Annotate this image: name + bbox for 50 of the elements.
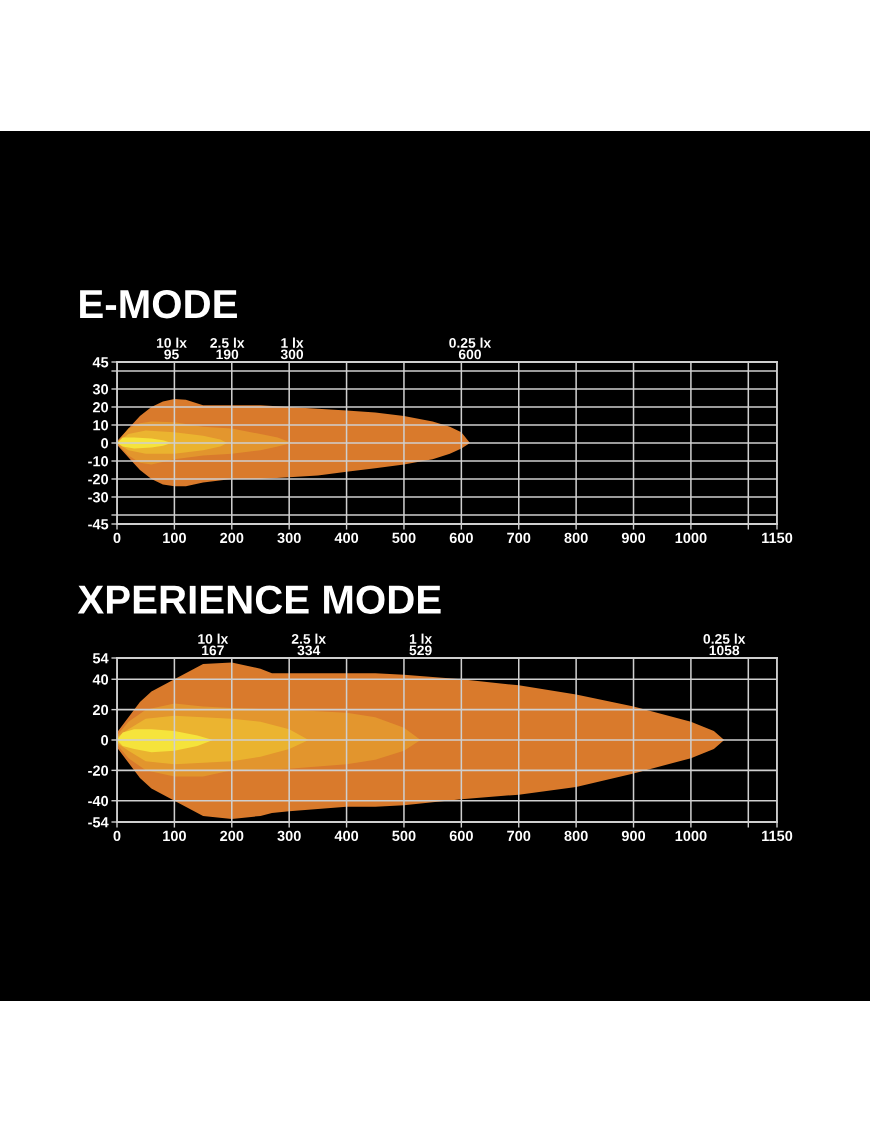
- text: 0.25 lx 600: [449, 337, 492, 360]
- x-tick-label: 400: [334, 532, 359, 544]
- x-tick-label: 300: [277, 830, 301, 842]
- x-tick-label: 600: [449, 830, 473, 842]
- text: 2.5 lx 334: [291, 633, 326, 656]
- x-tick-label: 1000: [675, 532, 707, 544]
- y-tick-label: 10: [93, 420, 109, 431]
- x-tick-label: 900: [621, 532, 646, 544]
- x-tick-label: 600: [449, 532, 473, 544]
- x-tick-label: 300: [277, 532, 301, 544]
- x-tick-label: 100: [163, 830, 186, 842]
- x-tick-label: 1000: [675, 830, 707, 842]
- y-tick-label: -54: [88, 817, 109, 828]
- x-tick-label: 900: [621, 830, 646, 842]
- x-tick-label: 400: [334, 830, 359, 842]
- y-tick-label: -40: [88, 795, 109, 807]
- y-tick-label: -45: [88, 519, 109, 530]
- x-tick-label: 500: [392, 532, 416, 544]
- x-tick-label: 200: [220, 532, 244, 544]
- x-tick-label: 700: [507, 830, 531, 842]
- x-tick-label: 0: [113, 532, 121, 544]
- y-tick-label: 0: [101, 438, 109, 449]
- text: 10 lx 95: [156, 337, 187, 360]
- y-tick-label: -30: [88, 492, 109, 503]
- text: 1 lx 300: [280, 337, 304, 360]
- chart-title: E-MODE: [80, 289, 237, 319]
- x-tick-label: 800: [564, 532, 588, 544]
- y-tick-label: -10: [88, 456, 109, 467]
- text: 2.5 lx 190: [210, 337, 245, 360]
- y-tick-label: -20: [88, 765, 109, 776]
- x-tick-label: 1150: [762, 532, 793, 544]
- x-tick-label: 800: [564, 830, 588, 842]
- chart-title: XPERIENCE MODE: [77, 585, 441, 614]
- y-tick-label: 20: [92, 402, 109, 413]
- y-tick-label: 30: [92, 384, 109, 395]
- x-tick-label: 100: [163, 532, 186, 544]
- text: 10 lx 167: [198, 633, 229, 656]
- y-tick-label: 54: [92, 653, 109, 664]
- y-tick-label: 40: [92, 674, 109, 685]
- y-tick-label: 20: [92, 704, 109, 716]
- x-tick-label: 0: [113, 830, 121, 842]
- text: 1 lx 529: [409, 633, 433, 656]
- x-tick-label: 700: [507, 532, 531, 544]
- x-tick-label: 1150: [762, 830, 793, 842]
- y-tick-label: -20: [88, 474, 109, 485]
- y-tick-label: 0: [101, 735, 109, 746]
- y-tick-label: 45: [92, 357, 109, 368]
- x-tick-label: 500: [392, 830, 416, 842]
- text: 0.25 lx 1058: [703, 633, 746, 656]
- x-tick-label: 200: [220, 830, 244, 842]
